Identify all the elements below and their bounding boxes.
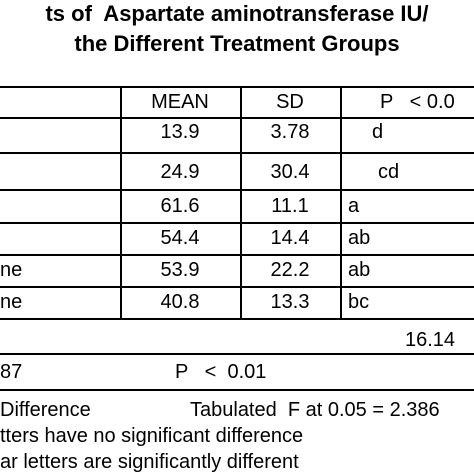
mean-cell: 61.6 (160, 195, 200, 217)
sd-cell: 11.1 (271, 195, 309, 217)
header-cell: P < 0.0 (380, 91, 455, 113)
note: Difference (0, 399, 91, 421)
header-cell: MEAN (151, 91, 209, 113)
row-label: ne (0, 259, 23, 281)
group-cell: d (372, 121, 384, 143)
sd-cell: 14.4 (270, 227, 310, 249)
row-rule (0, 222, 474, 224)
rule (0, 389, 474, 391)
row-rule (0, 189, 474, 191)
mean-cell: 53.9 (160, 259, 200, 281)
group-cell: ab (348, 227, 371, 249)
group-cell: ab (348, 259, 371, 281)
row-rule (0, 254, 474, 256)
rule (0, 117, 474, 119)
sd-cell: 22.2 (270, 259, 310, 281)
title-line: ts of Aspartate aminotransferase IU/ (45, 1, 429, 26)
row-rule (0, 152, 474, 154)
summary-value: 16.14 (405, 329, 456, 351)
note: tters have no significant difference (0, 425, 304, 447)
mean-cell: 24.9 (160, 161, 200, 183)
sd-cell: 13.3 (270, 291, 310, 313)
group-cell: cd (378, 161, 400, 183)
note: ar letters are significantly different (0, 451, 299, 473)
column-rule (240, 86, 242, 318)
rule (0, 86, 474, 88)
mean-cell: 54.4 (160, 227, 200, 249)
mean-cell: 13.9 (160, 121, 200, 143)
mean-cell: 40.8 (160, 291, 200, 313)
note: Tabulated F at 0.05 = 2.386 (190, 399, 440, 421)
sd-cell: 30.4 (270, 161, 310, 183)
sd-cell: 3.78 (270, 121, 310, 143)
summary-p: P < 0.01 (175, 361, 267, 383)
title-line: the Different Treatment Groups (74, 31, 400, 56)
rule (0, 318, 474, 320)
column-rule (120, 86, 122, 318)
column-rule (340, 86, 342, 318)
group-cell: a (348, 195, 360, 217)
row-rule (0, 286, 474, 288)
summary-left: 87 (0, 361, 23, 383)
header-cell: SD (276, 91, 304, 113)
row-label: ne (0, 291, 23, 313)
group-cell: bc (348, 291, 370, 313)
rule (0, 353, 474, 355)
